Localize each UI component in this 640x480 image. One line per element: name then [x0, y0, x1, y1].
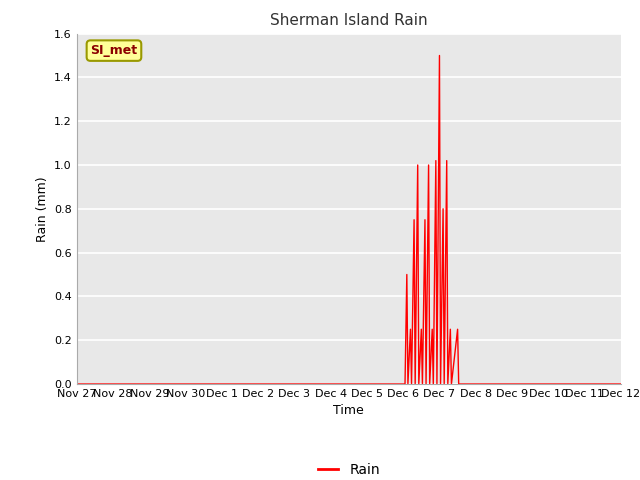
- Legend: Rain: Rain: [312, 457, 386, 480]
- Title: Sherman Island Rain: Sherman Island Rain: [270, 13, 428, 28]
- Y-axis label: Rain (mm): Rain (mm): [36, 176, 49, 241]
- X-axis label: Time: Time: [333, 405, 364, 418]
- Text: SI_met: SI_met: [90, 44, 138, 57]
